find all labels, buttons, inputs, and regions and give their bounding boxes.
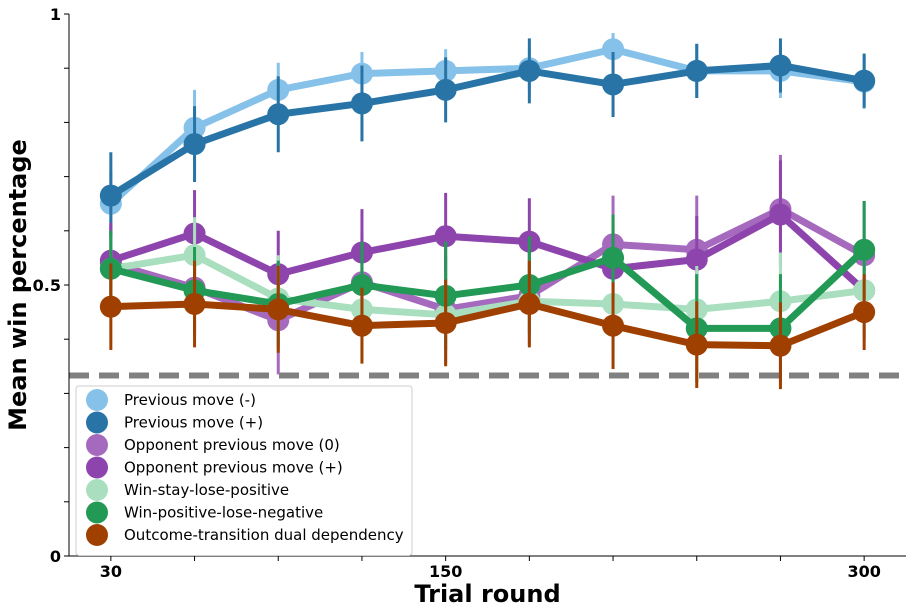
legend-label: Opponent previous move (+) <box>124 459 343 477</box>
legend-entry: Win-stay-lose-positive <box>86 479 289 501</box>
series-line <box>110 300 866 350</box>
legend-entry: Previous move (+) <box>86 411 263 434</box>
data-point <box>99 295 122 318</box>
legend-entry: Opponent previous move (+) <box>86 456 343 479</box>
legend-label: Outcome-transition dual dependency <box>124 526 404 544</box>
series-line <box>109 247 867 332</box>
legend-marker <box>86 524 108 546</box>
data-point <box>769 203 792 226</box>
series-line <box>110 251 865 319</box>
data-point <box>685 333 708 356</box>
legend-marker <box>86 501 108 524</box>
data-point <box>602 246 625 269</box>
legend-label: Win-stay-lose-positive <box>124 481 289 499</box>
legend-marker <box>86 389 108 411</box>
legend-label: Previous move (+) <box>124 414 263 432</box>
x-tick-label: 150 <box>429 562 462 581</box>
data-point <box>434 225 457 248</box>
x-tick-label: 30 <box>100 562 122 581</box>
legend-marker <box>86 434 108 456</box>
data-point <box>685 248 708 271</box>
legend-frame <box>75 385 413 556</box>
data-point <box>518 292 541 315</box>
data-point <box>350 92 373 115</box>
data-point <box>518 59 541 82</box>
legend-marker <box>86 456 108 479</box>
data-point <box>99 184 122 207</box>
y-tick-label: 1 <box>50 5 61 24</box>
y-tick-label: 0.5 <box>33 276 61 295</box>
data-point <box>267 298 290 321</box>
legend-entry: Win-positive-lose-negative <box>86 501 323 524</box>
series-7 <box>99 260 876 390</box>
legend-label: Win-positive-lose-negative <box>124 504 323 522</box>
series-line <box>109 211 867 294</box>
x-axis-title: Trial round <box>414 580 560 608</box>
data-point <box>853 301 876 324</box>
data-point <box>183 292 206 315</box>
data-point <box>602 38 625 61</box>
legend-entry: Opponent previous move (0) <box>86 434 340 456</box>
x-tick-label: 300 <box>847 562 880 581</box>
series-line <box>109 61 865 199</box>
legend-marker <box>86 479 108 501</box>
data-point <box>769 334 792 357</box>
data-point <box>602 73 625 96</box>
series-layer <box>99 32 876 390</box>
data-point <box>853 238 876 261</box>
y-tick-label: 0 <box>50 547 61 566</box>
y-axis-title: Mean win percentage <box>4 139 32 431</box>
legend-entry: Previous move (-) <box>86 389 256 411</box>
data-point <box>350 274 373 296</box>
series-line <box>108 45 865 207</box>
data-point <box>267 103 290 126</box>
data-point <box>183 133 206 156</box>
data-point <box>685 59 708 82</box>
legend-marker <box>86 411 108 434</box>
data-point <box>434 78 457 101</box>
data-point <box>434 311 457 334</box>
data-point <box>350 314 373 337</box>
legend: Previous move (-) Previous move (+) Oppone… <box>75 385 413 556</box>
data-point <box>769 54 792 77</box>
legend-label: Previous move (-) <box>124 391 256 409</box>
legend-label: Opponent previous move (0) <box>124 436 340 454</box>
data-point <box>853 69 876 92</box>
data-point <box>602 314 625 337</box>
legend-entry: Outcome-transition dual dependency <box>86 524 404 546</box>
series-2 <box>99 38 876 239</box>
